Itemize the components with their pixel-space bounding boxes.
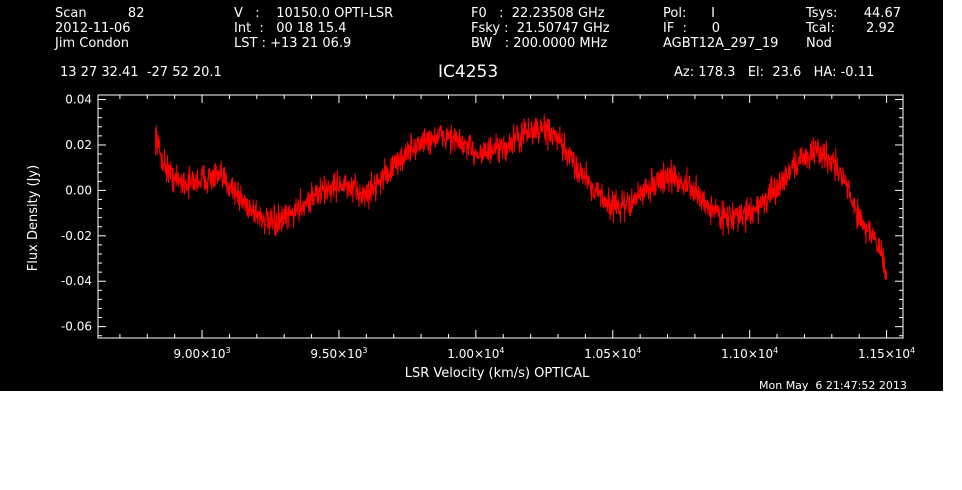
plot-frame bbox=[97, 94, 904, 339]
x-tick-label: 1.00×104 bbox=[447, 346, 504, 361]
y-axis-label: Flux Density (Jy) bbox=[26, 165, 41, 271]
x-tick-label: 9.00×103 bbox=[173, 346, 230, 361]
scan-text: Scan 82 bbox=[55, 6, 145, 21]
tcal-value: 2.92 bbox=[866, 21, 895, 36]
source-title: IC4253 bbox=[438, 62, 499, 82]
coordinates-text: 13 27 32.41 -27 52 20.1 bbox=[60, 65, 222, 80]
x-tick-label: 1.15×104 bbox=[858, 346, 915, 361]
x-axis-label: LSR Velocity (km/s) OPTICAL bbox=[405, 366, 590, 381]
y-tick-label: -0.06 bbox=[61, 320, 92, 334]
tsys-value: 44.67 bbox=[863, 6, 901, 21]
observer-text: Jim Condon bbox=[55, 36, 129, 51]
lst-text: LST : +13 21 06.9 bbox=[234, 36, 352, 51]
y-tick-label: 0.02 bbox=[65, 138, 92, 152]
x-tick-label: 1.05×104 bbox=[584, 346, 641, 361]
azimuth-elevation-text: Az: 178.3 El: 23.6 HA: -0.11 bbox=[674, 65, 875, 80]
tsys-label: Tsys: bbox=[806, 6, 838, 21]
integration-text: Int : 00 18 15.4 bbox=[234, 21, 347, 36]
date-text: 2012-11-06 bbox=[55, 21, 131, 36]
nod-label: Nod bbox=[806, 36, 832, 51]
spectrum-chart: 9.00×103 9.50×103 1.00×104 1.05×104 1.10×104… bbox=[26, 93, 915, 381]
timestamp-text: Mon May 6 21:47:52 2013 bbox=[759, 379, 907, 392]
x-tick-label: 9.50×103 bbox=[310, 346, 367, 361]
spectrum-line bbox=[155, 114, 888, 281]
f0-text: F0 : 22.23508 GHz bbox=[471, 6, 605, 21]
y-tick-label: -0.02 bbox=[61, 229, 92, 243]
x-tick-label: 1.10×104 bbox=[721, 346, 778, 361]
tcal-label: Tcal: bbox=[806, 21, 835, 36]
velocity-text: V : 10150.0 OPTI-LSR bbox=[234, 6, 394, 21]
if-text: IF : 0 bbox=[663, 21, 721, 36]
project-text: AGBT12A_297_19 bbox=[663, 36, 779, 51]
fsky-text: Fsky : 21.50747 GHz bbox=[471, 21, 610, 36]
plot-panel bbox=[0, 0, 943, 391]
y-tick-label: -0.04 bbox=[61, 274, 92, 288]
y-tick-label: 0.04 bbox=[65, 93, 92, 107]
polarization-text: Pol: I bbox=[663, 6, 715, 21]
y-tick-label: 0.00 bbox=[65, 183, 92, 197]
bandwidth-text: BW : 200.0000 MHz bbox=[471, 36, 608, 51]
